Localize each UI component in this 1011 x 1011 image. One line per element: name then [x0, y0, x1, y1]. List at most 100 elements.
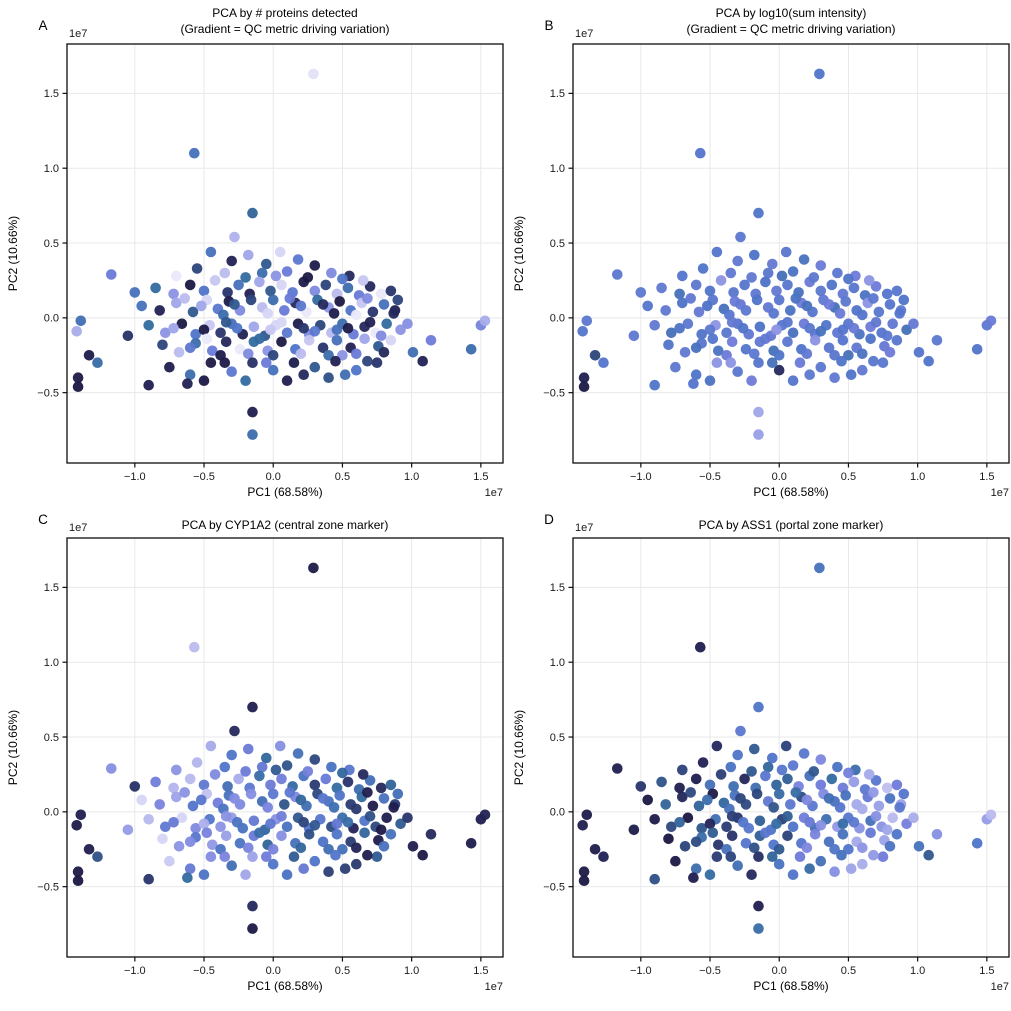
- data-point: [191, 757, 203, 768]
- y-tick-label: 0.5: [550, 238, 565, 250]
- data-point: [809, 829, 821, 840]
- data-point: [402, 812, 413, 824]
- data-point: [261, 258, 272, 270]
- data-point: [375, 782, 387, 794]
- data-point: [339, 863, 351, 874]
- data-point: [222, 781, 233, 792]
- data-point: [72, 372, 84, 384]
- data-point: [247, 923, 258, 934]
- data-point: [317, 342, 329, 354]
- data-point: [171, 270, 182, 282]
- data-point: [870, 775, 882, 786]
- data-point: [160, 821, 171, 833]
- data-point: [331, 324, 343, 336]
- data-point: [589, 844, 601, 855]
- data-point: [746, 272, 757, 283]
- data-point: [229, 231, 240, 243]
- y-tick-label: −0.5: [37, 881, 59, 893]
- data-point: [334, 296, 346, 307]
- data-point: [367, 306, 379, 318]
- data-point: [262, 802, 274, 813]
- data-point: [337, 350, 348, 361]
- data-point: [787, 327, 799, 339]
- data-point: [381, 812, 393, 824]
- data-point: [298, 323, 310, 334]
- data-point: [677, 270, 688, 282]
- x-tick-label: 1.0: [404, 965, 419, 977]
- data-point: [198, 779, 210, 791]
- data-point: [773, 364, 785, 376]
- points-layer: [577, 68, 997, 440]
- data-point: [357, 275, 369, 286]
- x-tick-label: 1.5: [979, 965, 994, 977]
- data-point: [826, 773, 838, 785]
- data-point: [782, 773, 793, 785]
- data-point: [173, 347, 185, 358]
- data-point: [656, 776, 667, 788]
- data-point: [868, 293, 879, 304]
- data-point: [279, 305, 290, 316]
- data-point: [713, 839, 724, 851]
- data-point: [425, 335, 437, 346]
- data-point: [364, 281, 376, 292]
- data-point: [829, 372, 840, 384]
- data-point: [739, 279, 750, 291]
- data-point: [581, 809, 593, 821]
- data-point: [254, 276, 265, 288]
- data-point: [364, 811, 376, 822]
- data-point: [891, 335, 903, 346]
- data-point: [702, 794, 713, 806]
- data-point: [578, 875, 590, 886]
- data-point: [767, 258, 778, 270]
- data-point: [219, 357, 231, 369]
- plot-border: [572, 43, 1010, 464]
- data-point: [711, 851, 723, 862]
- data-point: [884, 793, 896, 804]
- data-point: [881, 782, 893, 794]
- data-point: [229, 793, 240, 804]
- y-axis-offset-text: 1e7: [575, 28, 593, 40]
- data-point: [392, 294, 404, 306]
- data-point: [362, 849, 373, 861]
- data-point: [247, 900, 258, 912]
- data-point: [309, 855, 321, 867]
- data-point: [207, 345, 218, 357]
- data-point: [677, 297, 688, 309]
- x-axis-offset-text: 1e7: [991, 487, 1009, 499]
- data-point: [660, 799, 671, 810]
- data-point: [83, 844, 95, 855]
- data-point: [220, 830, 232, 842]
- data-point: [276, 811, 287, 822]
- data-point: [598, 851, 609, 862]
- data-point: [642, 794, 653, 806]
- data-point: [328, 308, 340, 319]
- data-point: [198, 869, 210, 880]
- data-point: [578, 866, 590, 877]
- ticks: −1.0 −0.5 0.0 0.5 1.0 1.5 −0.5 0.0 0.5 1.0 1.5: [37, 582, 488, 977]
- data-point: [247, 429, 258, 440]
- panel-letter-C: C: [38, 512, 48, 527]
- data-point: [894, 802, 905, 813]
- data-point: [581, 315, 593, 327]
- x-tick-label: 0.5: [335, 471, 350, 483]
- y-tick-label: 0.0: [550, 807, 565, 819]
- data-point: [798, 748, 810, 759]
- data-point: [240, 375, 251, 387]
- data-point: [184, 863, 196, 874]
- data-point: [308, 68, 319, 80]
- data-point: [801, 348, 813, 360]
- y-tick-label: 0.0: [44, 807, 59, 819]
- data-point: [375, 330, 387, 342]
- y-tick-label: 1.5: [44, 88, 59, 100]
- data-point: [385, 779, 397, 791]
- data-point: [240, 272, 251, 283]
- data-point: [887, 812, 898, 824]
- data-point: [690, 773, 702, 785]
- data-point: [711, 246, 723, 258]
- data-point: [267, 788, 279, 800]
- data-point: [823, 342, 835, 354]
- data-point: [771, 285, 782, 297]
- data-point: [276, 336, 287, 348]
- data-point: [288, 357, 300, 369]
- data-point: [303, 335, 315, 346]
